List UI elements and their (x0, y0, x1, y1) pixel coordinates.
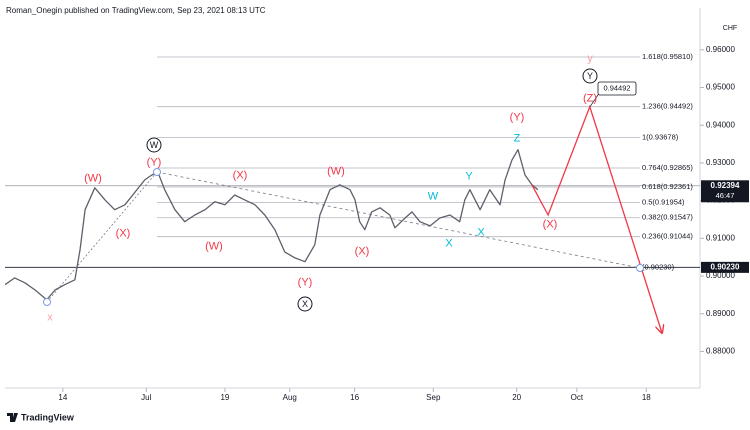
wave-label: X (477, 226, 485, 238)
countdown: 46:47 (716, 191, 735, 200)
brand: TradingView (7, 412, 75, 422)
trend-line (156, 171, 641, 269)
x-tick-label: Oct (571, 393, 584, 402)
wave-label: (X) (355, 245, 370, 257)
projection (531, 104, 662, 333)
wave-label: Y (587, 71, 593, 81)
y-tick-label: 0.93000 (706, 158, 735, 167)
wave-circle (146, 137, 162, 153)
y-tick-label: 0.88000 (706, 347, 735, 356)
anchor-point (153, 168, 161, 176)
price-tag (701, 180, 749, 203)
y-tick-label: 0.89000 (706, 309, 735, 318)
wave-label: W (428, 190, 439, 202)
wave-label: x (47, 311, 53, 323)
callout-box (597, 81, 637, 96)
wave-label: X (445, 237, 453, 249)
y-tick-label: 0.90000 (706, 271, 735, 280)
wave-label: y (587, 52, 593, 64)
wave-label: (Y) (147, 156, 162, 168)
x-tick-label: Jul (141, 393, 151, 402)
y-tick-label: 0.94000 (706, 120, 735, 129)
fib-label: 0.5(0.91954) (642, 197, 685, 206)
y-tick-label: 0.91000 (706, 233, 735, 242)
trend-line (46, 171, 158, 303)
wave-label: (X) (233, 169, 248, 181)
fib-label: 0.236(0.91044) (642, 232, 693, 241)
x-tick-label: 14 (58, 393, 67, 402)
x-tick-label: 19 (220, 393, 229, 402)
x-tick-label: Sep (426, 393, 441, 402)
currency-label: CHF (723, 25, 737, 32)
fib-label: 0.618(0.92361) (642, 182, 693, 191)
x-tick-label: 18 (642, 393, 651, 402)
wave-label: (Z) (583, 92, 597, 104)
y-tick-label: 0.95000 (706, 83, 735, 92)
fib-label: 0.382(0.91547) (642, 213, 693, 222)
brand-name: TradingView (21, 412, 75, 422)
anchor-point (636, 264, 644, 272)
fib-label: 1.618(0.95810) (642, 52, 693, 61)
wave-label: (W) (84, 172, 102, 184)
wave-label: X (302, 299, 308, 309)
price-tag-label: 0.92394 (711, 181, 740, 190)
fib-label: (0.90230) (642, 262, 675, 271)
wave-circle (582, 68, 598, 84)
price-tag (701, 261, 749, 273)
wave-label: Z (514, 132, 521, 144)
wave-label: (Y) (510, 111, 525, 123)
price-line-series (5, 149, 539, 301)
wave-circle (297, 296, 313, 312)
wave-label: W (150, 140, 159, 150)
plot-layer (5, 56, 700, 333)
fib-label: 1(0.93678) (642, 132, 679, 141)
price-tag-label: 0.90230 (711, 262, 740, 271)
wave-label: (W) (327, 165, 345, 177)
wave-label: (X) (116, 227, 131, 239)
brand-logo (7, 413, 18, 422)
anchor-point (43, 298, 51, 306)
wave-label: (X) (543, 218, 558, 230)
x-tick-label: 16 (350, 393, 359, 402)
fib-label: 1.236(0.94492) (642, 102, 693, 111)
label-layer: 0.880000.890000.900000.910000.920000.930… (43, 45, 749, 402)
y-tick-label: 0.96000 (706, 45, 735, 54)
grid-layer (62, 49, 704, 392)
wave-label: (Y) (298, 276, 313, 288)
x-tick-label: Aug (283, 393, 297, 402)
header: Roman_Onegin published on TradingView.co… (6, 6, 266, 15)
callout-label: 0.94492 (603, 83, 630, 92)
wave-label: Y (465, 170, 473, 182)
x-tick-label: 20 (512, 393, 521, 402)
wave-label: (W) (205, 240, 223, 252)
fib-label: 0.764(0.92865) (642, 163, 693, 172)
